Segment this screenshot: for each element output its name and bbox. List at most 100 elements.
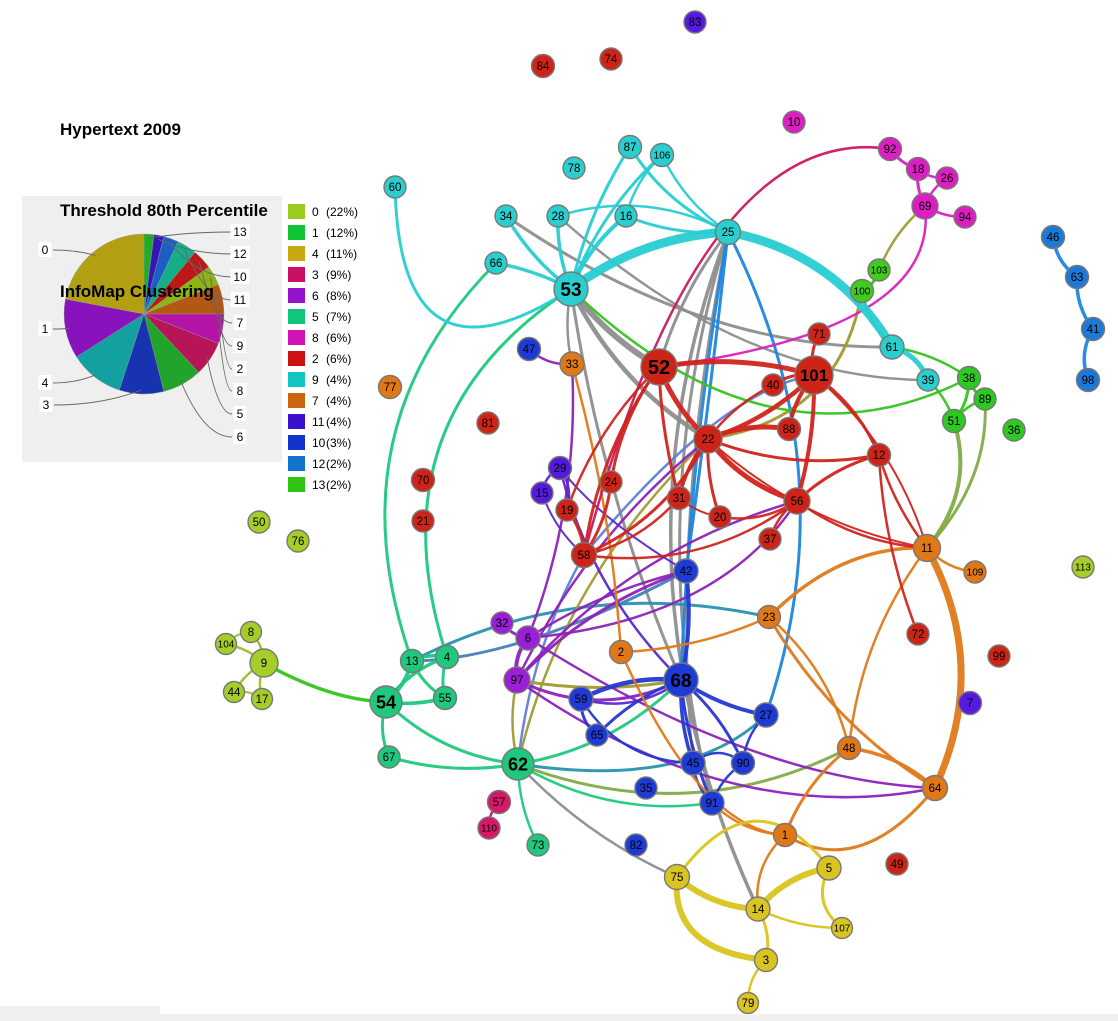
graph-node-2[interactable] — [608, 639, 634, 665]
graph-node-56[interactable] — [783, 487, 811, 515]
graph-node-23[interactable] — [756, 604, 782, 630]
graph-node-22[interactable] — [693, 424, 723, 454]
graph-node-47[interactable] — [516, 336, 542, 362]
graph-node-20[interactable] — [708, 505, 732, 529]
graph-node-21[interactable] — [411, 509, 435, 533]
graph-node-103[interactable] — [867, 258, 891, 282]
graph-node-92[interactable] — [877, 136, 903, 162]
graph-node-6[interactable] — [515, 625, 541, 651]
graph-node-107[interactable] — [830, 916, 854, 940]
graph-node-66[interactable] — [484, 251, 508, 275]
graph-node-67[interactable] — [377, 745, 401, 769]
graph-node-8[interactable] — [239, 620, 263, 644]
graph-node-17[interactable] — [250, 687, 274, 711]
graph-node-88[interactable] — [776, 416, 802, 442]
graph-node-45[interactable] — [680, 750, 706, 776]
graph-node-7[interactable] — [957, 690, 983, 716]
graph-node-65[interactable] — [585, 723, 609, 747]
graph-node-9[interactable] — [249, 648, 279, 678]
graph-node-73[interactable] — [526, 833, 550, 857]
graph-node-71[interactable] — [807, 322, 831, 346]
graph-node-11[interactable] — [912, 533, 942, 563]
graph-node-14[interactable] — [745, 896, 771, 922]
graph-node-40[interactable] — [761, 373, 785, 397]
graph-node-54[interactable] — [369, 685, 403, 719]
graph-node-19[interactable] — [555, 498, 579, 522]
graph-node-36[interactable] — [1002, 418, 1026, 442]
graph-node-5[interactable] — [816, 855, 842, 881]
graph-node-34[interactable] — [494, 204, 518, 228]
graph-node-89[interactable] — [973, 387, 997, 411]
graph-node-87[interactable] — [617, 134, 643, 160]
graph-node-113[interactable] — [1071, 555, 1095, 579]
graph-node-81[interactable] — [476, 411, 500, 435]
graph-node-26[interactable] — [935, 166, 959, 190]
graph-node-50[interactable] — [247, 510, 271, 534]
graph-node-78[interactable] — [562, 156, 586, 180]
graph-node-38[interactable] — [956, 365, 982, 391]
graph-node-39[interactable] — [916, 368, 940, 392]
graph-node-1[interactable] — [772, 822, 798, 848]
graph-node-90[interactable] — [730, 750, 756, 776]
graph-node-27[interactable] — [753, 702, 779, 728]
graph-node-83[interactable] — [683, 10, 707, 34]
graph-node-82[interactable] — [624, 833, 648, 857]
graph-node-98[interactable] — [1075, 367, 1101, 393]
graph-node-53[interactable] — [553, 271, 589, 307]
graph-node-42[interactable] — [673, 558, 699, 584]
graph-node-58[interactable] — [570, 541, 598, 569]
graph-node-91[interactable] — [699, 790, 725, 816]
graph-node-51[interactable] — [941, 408, 967, 434]
graph-node-94[interactable] — [953, 205, 977, 229]
graph-node-16[interactable] — [614, 204, 638, 228]
graph-node-18[interactable] — [905, 156, 931, 182]
graph-node-62[interactable] — [501, 747, 535, 781]
graph-node-68[interactable] — [663, 662, 699, 698]
graph-node-75[interactable] — [663, 863, 691, 891]
graph-node-4[interactable] — [434, 644, 460, 670]
graph-node-32[interactable] — [490, 611, 514, 635]
graph-node-15[interactable] — [530, 481, 554, 505]
graph-node-104[interactable] — [214, 632, 238, 656]
graph-node-63[interactable] — [1064, 264, 1090, 290]
graph-node-25[interactable] — [714, 218, 742, 246]
graph-node-72[interactable] — [906, 622, 930, 646]
graph-node-74[interactable] — [599, 47, 623, 71]
graph-node-37[interactable] — [758, 527, 782, 551]
graph-node-31[interactable] — [666, 485, 692, 511]
graph-node-46[interactable] — [1040, 224, 1066, 250]
graph-node-49[interactable] — [885, 852, 909, 876]
graph-node-60[interactable] — [383, 175, 407, 199]
graph-node-101[interactable] — [794, 355, 834, 395]
graph-node-28[interactable] — [546, 204, 570, 228]
graph-node-59[interactable] — [568, 686, 594, 712]
graph-node-97[interactable] — [503, 666, 531, 694]
graph-node-99[interactable] — [987, 644, 1011, 668]
graph-node-24[interactable] — [599, 470, 623, 494]
graph-node-76[interactable] — [286, 529, 310, 553]
graph-node-69[interactable] — [911, 192, 939, 220]
graph-node-64[interactable] — [921, 774, 949, 802]
graph-node-52[interactable] — [640, 348, 678, 386]
graph-node-110[interactable] — [477, 816, 501, 840]
graph-node-10[interactable] — [782, 110, 806, 134]
graph-node-70[interactable] — [410, 467, 436, 493]
graph-node-100[interactable] — [849, 278, 875, 304]
graph-node-84[interactable] — [530, 53, 556, 79]
graph-node-33[interactable] — [559, 351, 585, 377]
graph-node-29[interactable] — [547, 455, 573, 481]
graph-node-3[interactable] — [753, 947, 779, 973]
graph-node-44[interactable] — [222, 680, 246, 704]
graph-node-109[interactable] — [963, 560, 987, 584]
graph-node-55[interactable] — [432, 685, 458, 711]
graph-node-13[interactable] — [399, 648, 425, 674]
graph-node-35[interactable] — [634, 776, 658, 800]
graph-node-57[interactable] — [486, 789, 512, 815]
graph-node-41[interactable] — [1080, 316, 1106, 342]
graph-node-106[interactable] — [649, 142, 675, 168]
graph-node-77[interactable] — [377, 374, 403, 400]
graph-node-12[interactable] — [866, 442, 892, 468]
graph-node-79[interactable] — [736, 991, 760, 1015]
graph-node-61[interactable] — [879, 334, 905, 360]
graph-node-48[interactable] — [836, 735, 862, 761]
